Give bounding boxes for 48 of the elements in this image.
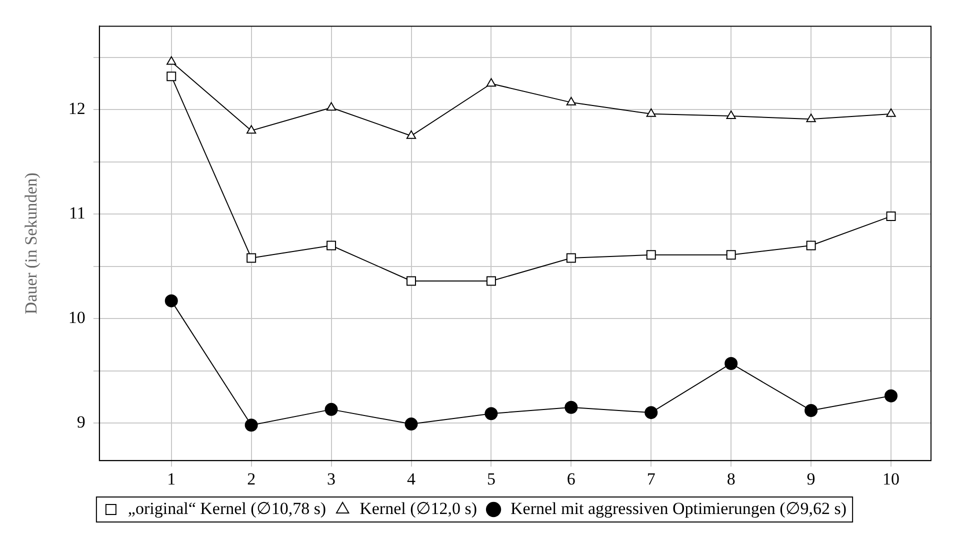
point: [806, 114, 816, 122]
point: [884, 389, 898, 402]
x-tick-label: 4: [407, 469, 416, 488]
point: [404, 418, 418, 431]
point: [164, 294, 178, 308]
y-axis-title: Dauer (in Sekunden): [22, 172, 41, 314]
x-tick-label: 8: [726, 469, 736, 488]
legend-label: Kernel (∅12,0 s): [360, 498, 478, 518]
point: [726, 250, 736, 260]
point: [806, 240, 816, 250]
point: [246, 125, 256, 134]
point: [486, 78, 496, 87]
point: [484, 407, 498, 420]
x-tick-label: 1: [167, 469, 176, 488]
y-tick-label: 10: [68, 308, 86, 328]
point: [646, 250, 656, 260]
x-tick-label: 3: [327, 469, 336, 488]
point: [646, 108, 656, 117]
point: [564, 400, 578, 414]
x-tick-label: 10: [882, 469, 900, 488]
point: [804, 404, 818, 417]
point: [566, 96, 576, 106]
x-tick-label: 2: [247, 469, 256, 488]
point: [406, 276, 416, 286]
point: [486, 276, 496, 286]
point: [326, 240, 336, 250]
point: [166, 72, 176, 82]
point: [244, 418, 258, 432]
point: [726, 110, 736, 120]
point: [724, 356, 738, 370]
legend-label: „original“ Kernel (∅10,78 s): [128, 498, 326, 518]
x-tick-label: 9: [806, 469, 816, 488]
y-tick-label: 9: [76, 412, 86, 432]
x-tick-label: 6: [566, 469, 576, 488]
y-tick-label: 11: [69, 204, 86, 223]
point: [166, 56, 176, 65]
legend-label: Kernel mit aggressiven Optimierungen (∅9,62 s): [510, 498, 847, 518]
x-tick-label: 7: [646, 469, 656, 488]
point: [406, 130, 416, 139]
point: [644, 406, 658, 420]
point: [886, 212, 896, 221]
point: [326, 102, 336, 111]
point: [886, 108, 896, 117]
y-tick-label: 12: [68, 99, 86, 118]
point: [566, 253, 576, 263]
point: [246, 253, 256, 263]
x-tick-label: 5: [486, 469, 496, 488]
point: [324, 402, 338, 416]
